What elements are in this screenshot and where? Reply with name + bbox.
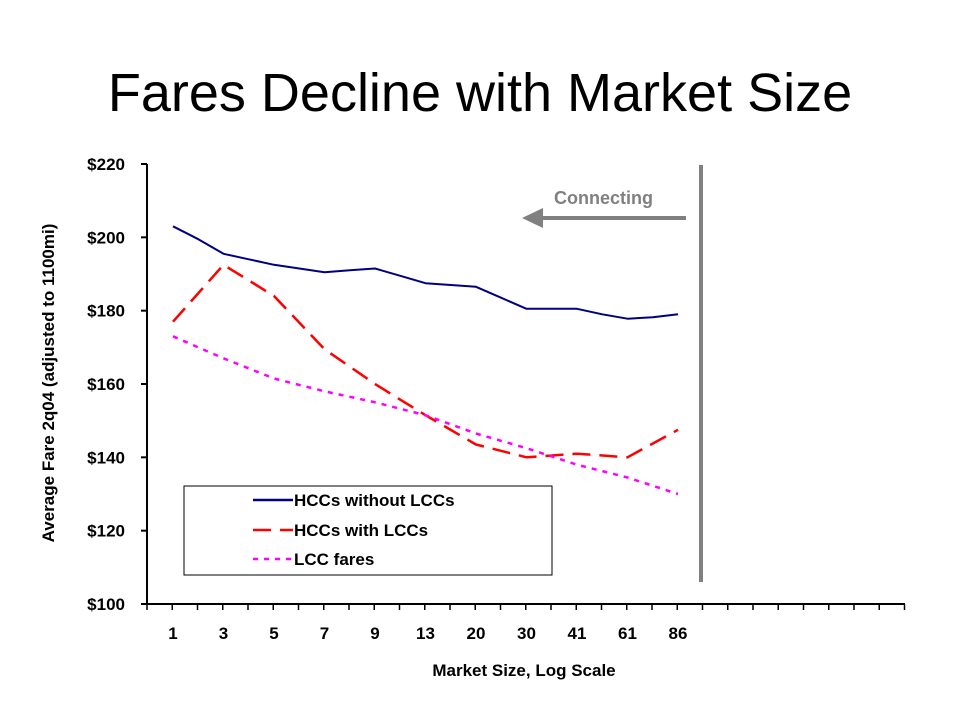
x-tick-label: 9 xyxy=(370,624,379,643)
y-axis-title: Average Fare 2q04 (adjusted to 1100mi) xyxy=(39,224,58,543)
x-tick-label: 41 xyxy=(568,624,587,643)
y-tick-label: $120 xyxy=(87,522,125,541)
x-tick-label: 1 xyxy=(168,624,177,643)
y-tick-label: $100 xyxy=(87,595,125,614)
legend-label: LCC fares xyxy=(294,550,374,569)
y-axis: $100 $120 $140 $160 $180 $200 $220 xyxy=(87,155,148,614)
x-tick-label: 3 xyxy=(219,624,228,643)
y-tick-label: $200 xyxy=(87,228,125,247)
y-tick-label: $180 xyxy=(87,302,125,321)
x-tick-label: 30 xyxy=(517,624,536,643)
legend-label: HCCs without LCCs xyxy=(294,491,455,510)
legend: HCCs without LCCs HCCs with LCCs LCC fares xyxy=(183,485,553,576)
y-tick-label: $220 xyxy=(87,155,125,174)
series-line-3 xyxy=(172,335,679,496)
slide-title: Fares Decline with Market Size xyxy=(107,63,853,123)
x-tick-label: 13 xyxy=(416,624,435,643)
legend-box xyxy=(183,485,553,576)
series-lines xyxy=(172,225,679,496)
x-tick-label: 61 xyxy=(618,624,637,643)
series-line-2 xyxy=(172,263,679,459)
connecting-label: Connecting xyxy=(554,188,653,208)
legend-label: HCCs with LCCs xyxy=(294,521,428,540)
y-tick-label: $140 xyxy=(87,448,125,467)
x-tick-label: 86 xyxy=(669,624,688,643)
y-tick-label: $160 xyxy=(87,375,125,394)
x-tick-label: 5 xyxy=(269,624,278,643)
x-axis: 1 3 5 7 9 13 20 30 41 61 86 xyxy=(146,603,906,643)
x-tick-label: 20 xyxy=(467,624,486,643)
x-tick-label: 7 xyxy=(320,624,329,643)
connecting-arrow-head-icon xyxy=(522,208,543,228)
x-axis-title: Market Size, Log Scale xyxy=(432,661,615,680)
series-line-1 xyxy=(172,225,679,320)
connecting-annotation: Connecting xyxy=(522,165,703,582)
